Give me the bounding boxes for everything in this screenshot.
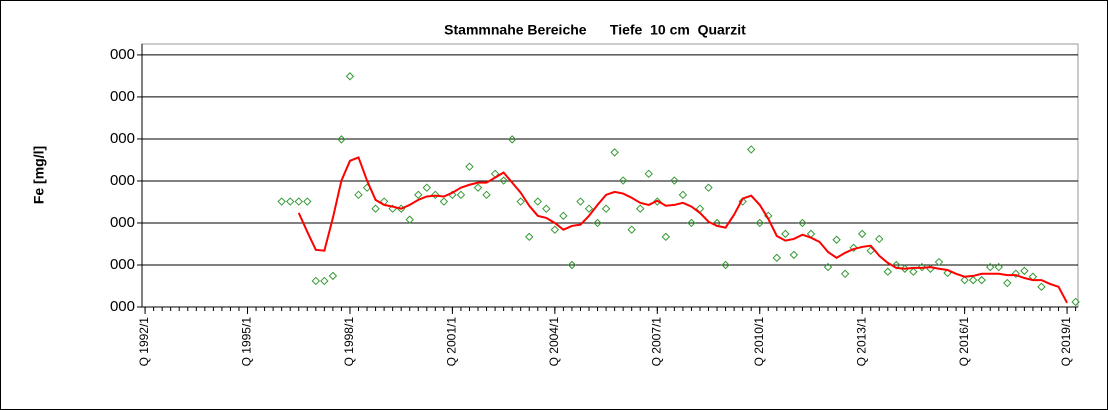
data-point bbox=[1011, 269, 1021, 279]
data-point bbox=[465, 162, 474, 171]
data-point bbox=[653, 197, 662, 206]
data-point bbox=[371, 204, 380, 213]
data-point bbox=[627, 225, 636, 234]
data-point bbox=[345, 72, 355, 81]
data-point bbox=[721, 260, 730, 270]
y-tick-label: 000 bbox=[110, 256, 135, 273]
y-tick-label: 000 bbox=[110, 214, 135, 231]
data-point bbox=[738, 197, 747, 206]
data-point bbox=[294, 197, 303, 206]
data-point bbox=[533, 197, 542, 206]
data-point bbox=[977, 275, 986, 285]
data-point bbox=[482, 190, 491, 200]
data-point bbox=[875, 234, 884, 244]
data-point bbox=[849, 243, 858, 252]
x-tick-label: Q 1995/1 bbox=[240, 317, 254, 367]
data-point bbox=[704, 183, 713, 192]
data-point bbox=[328, 271, 338, 281]
data-point bbox=[798, 218, 807, 228]
y-tick-label: 000 bbox=[110, 46, 135, 63]
data-point bbox=[610, 148, 619, 157]
data-point bbox=[857, 229, 867, 239]
data-point bbox=[303, 197, 312, 206]
data-point bbox=[1037, 282, 1046, 292]
data-point bbox=[917, 262, 927, 272]
data-point bbox=[994, 262, 1003, 272]
y-tick-label: 000 bbox=[110, 298, 135, 315]
data-point bbox=[618, 176, 628, 185]
data-point bbox=[567, 260, 577, 270]
data-point bbox=[934, 257, 944, 267]
data-point bbox=[1071, 297, 1080, 307]
y-tick-label: 000 bbox=[110, 172, 135, 189]
data-point bbox=[542, 204, 551, 213]
data-point bbox=[320, 276, 329, 286]
data-point bbox=[601, 204, 611, 213]
data-point bbox=[755, 218, 764, 228]
data-point bbox=[670, 176, 679, 185]
data-point bbox=[772, 253, 782, 263]
chart-title: Stammnahe Bereiche Tiefe 10 cm Quarzit bbox=[444, 22, 746, 38]
data-point bbox=[525, 232, 534, 242]
data-point bbox=[1020, 266, 1029, 276]
data-point bbox=[516, 197, 525, 206]
data-point bbox=[559, 211, 568, 221]
data-point bbox=[909, 267, 918, 276]
data-point bbox=[644, 169, 653, 179]
data-point bbox=[422, 183, 432, 192]
data-point bbox=[968, 275, 978, 285]
data-point bbox=[499, 176, 508, 185]
data-point bbox=[687, 218, 696, 228]
y-tick-label: 000 bbox=[110, 88, 135, 105]
data-point bbox=[507, 135, 517, 144]
data-point bbox=[337, 135, 346, 144]
data-point bbox=[311, 276, 321, 286]
x-tick-label: Q 2004/1 bbox=[547, 317, 561, 367]
x-tick-label: Q 2010/1 bbox=[752, 317, 766, 367]
x-tick-label: Q 2007/1 bbox=[649, 317, 663, 367]
y-axis-label: Fe [mg/l] bbox=[31, 146, 47, 204]
data-point bbox=[960, 275, 969, 285]
data-point bbox=[550, 225, 560, 234]
data-point bbox=[883, 267, 893, 276]
data-point bbox=[823, 262, 833, 272]
x-tick-label: Q 2019/1 bbox=[1059, 317, 1073, 367]
data-point bbox=[636, 204, 645, 213]
data-point bbox=[473, 183, 483, 192]
data-point bbox=[1003, 278, 1012, 288]
data-point bbox=[405, 215, 414, 224]
data-point bbox=[661, 232, 671, 242]
x-tick-label: Q 2001/1 bbox=[445, 317, 459, 367]
data-point bbox=[584, 204, 594, 213]
x-tick-label: Q 2016/1 bbox=[957, 317, 971, 367]
data-point bbox=[593, 218, 602, 228]
data-point bbox=[456, 190, 466, 200]
data-line bbox=[297, 156, 1068, 304]
y-tick-label: 000 bbox=[110, 130, 135, 147]
data-point bbox=[840, 269, 850, 279]
data-point bbox=[277, 197, 286, 206]
data-point bbox=[354, 190, 363, 200]
data-point bbox=[746, 145, 756, 154]
data-point bbox=[576, 197, 585, 206]
x-tick-label: Q 2013/1 bbox=[854, 317, 868, 367]
data-point bbox=[285, 197, 295, 206]
data-point bbox=[439, 197, 449, 206]
data-point bbox=[789, 250, 799, 260]
data-point bbox=[431, 190, 440, 200]
data-point bbox=[414, 190, 423, 200]
data-point bbox=[678, 190, 688, 200]
x-tick-label: Q 1998/1 bbox=[342, 317, 356, 367]
data-point bbox=[781, 229, 790, 239]
data-point bbox=[986, 262, 995, 272]
x-tick-label: Q 1992/1 bbox=[137, 317, 151, 367]
data-point bbox=[832, 235, 841, 244]
